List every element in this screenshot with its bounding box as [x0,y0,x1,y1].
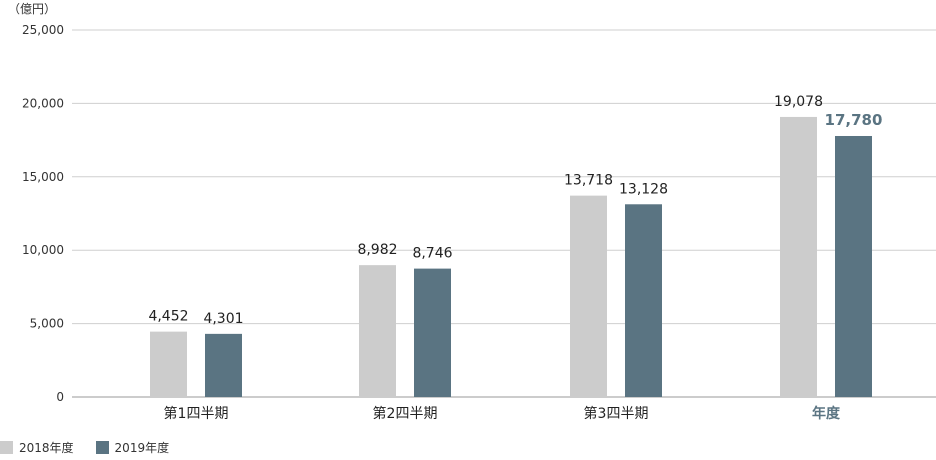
legend-label-2018: 2018年度 [19,440,74,455]
y-tick-label: 5,000 [30,317,64,331]
legend-item-2018: 2018年度 [0,439,74,456]
legend-label-2019: 2019年度 [114,440,170,455]
x-category-label: 第1四半期 [164,405,229,422]
y-tick-label: 0 [56,390,64,404]
bar-2019年度-第3四半期 [625,204,662,397]
legend-swatch-2019 [95,440,109,454]
y-tick-label: 15,000 [22,170,64,184]
data-label: 8,982 [357,242,397,258]
bar-2019年度-第1四半期 [205,333,242,397]
y-tick-label: 25,000 [22,23,64,37]
data-label: 4,452 [148,309,188,325]
y-tick-label: 20,000 [22,96,64,110]
bar-2018年度-第1四半期 [150,331,187,397]
data-label: 13,718 [564,173,613,189]
legend: 2018年度 2019年度 [0,438,191,456]
data-label: 13,128 [619,181,668,197]
bar-2018年度-第2四半期 [359,265,396,397]
legend-swatch-2018 [0,440,13,454]
bar-2018年度-第3四半期 [570,195,607,397]
bar-2019年度-第2四半期 [414,268,451,397]
legend-item-2019: 2019年度 [95,439,170,456]
data-label: 4,301 [203,311,243,327]
y-tick-label: 10,000 [22,243,64,257]
x-category-label: 第2四半期 [373,405,438,422]
x-category-label: 第3四半期 [584,405,649,422]
bar-2019年度-年度 [835,135,872,397]
bar-2018年度-年度 [780,116,817,397]
data-label: 19,078 [774,94,823,110]
data-label: 8,746 [412,246,452,262]
x-category-label: 年度 [812,405,841,422]
data-label: 17,780 [825,111,883,129]
y-axis-unit-label: （億円） [8,2,57,16]
